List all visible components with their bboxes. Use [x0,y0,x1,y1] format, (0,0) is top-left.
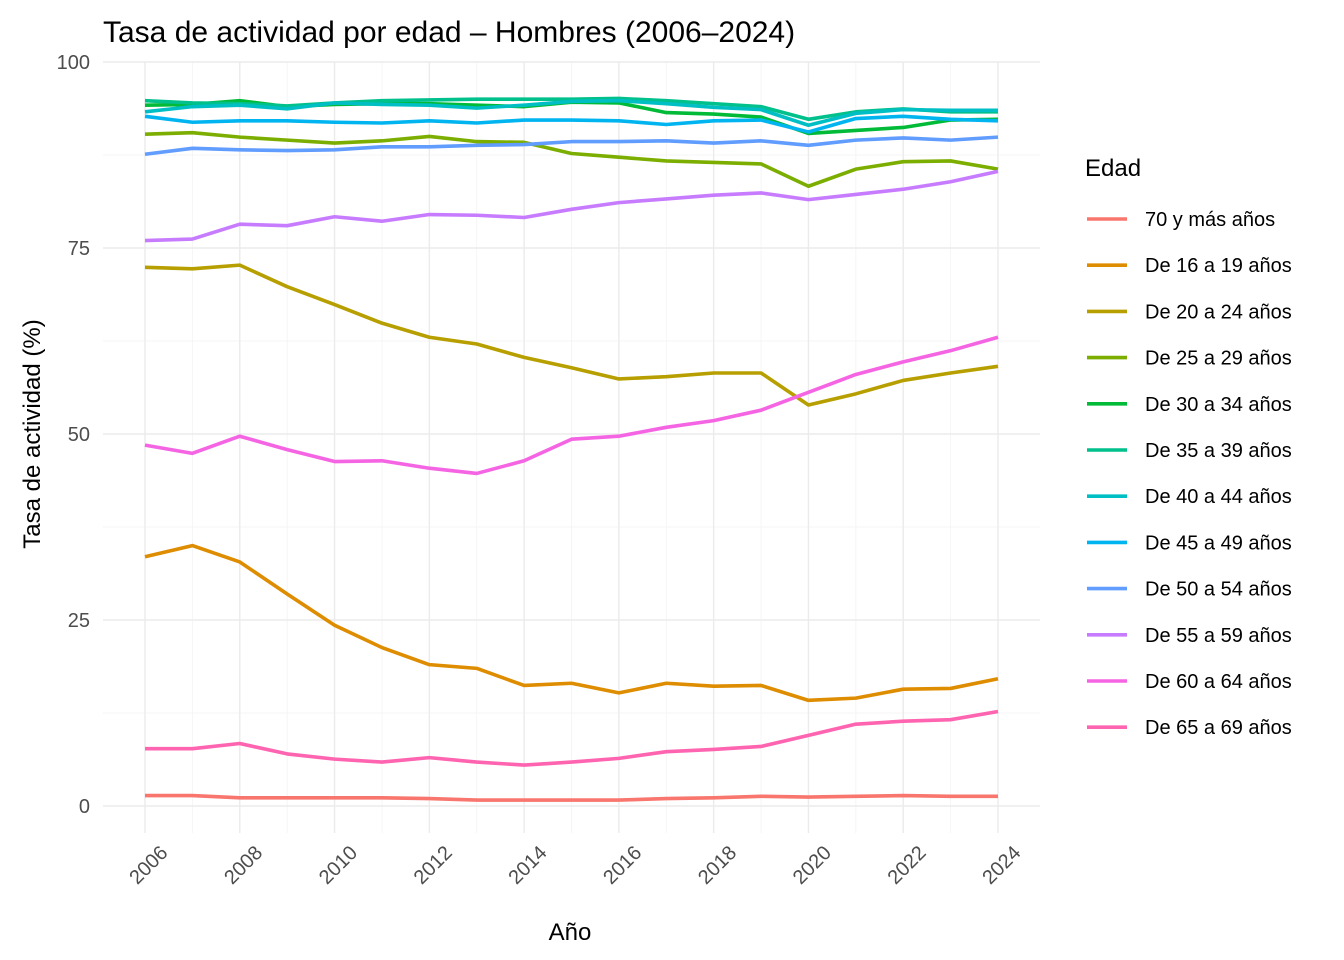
series-line-9 [144,135,999,157]
legend-title: Edad [1085,155,1141,182]
grid [103,61,1040,833]
x-tick-label: 2024 [978,842,1025,889]
x-tick-label: 2016 [599,842,646,889]
series-line-3 [144,263,999,407]
series-line-2 [144,543,999,703]
series-line-11 [144,335,999,476]
legend-label: De 30 a 34 años [1145,394,1292,416]
legend: Edad 70 y más años De 16 a 19 años De 20 a… [1085,155,1292,739]
x-tick-label: 2022 [884,842,931,889]
y-tick-label: 50 [68,424,90,446]
y-tick-label: 25 [68,610,90,632]
x-tick-label: 2008 [220,842,267,889]
x-tick-label: 2012 [410,842,457,889]
x-tick-label: 2020 [789,842,836,889]
y-tick-label: 75 [68,238,90,260]
legend-label: De 40 a 44 años [1145,486,1292,508]
legend-label: De 16 a 19 años [1145,255,1292,277]
legend-label: De 25 a 29 años [1145,348,1292,370]
legend-label: De 20 a 24 años [1145,301,1292,323]
legend-label: De 60 a 64 años [1145,671,1292,693]
x-axis: 2006 2008 2010 2012 2014 2016 2018 2020 2022 2024 [125,842,1025,889]
series-line-7 [144,98,998,128]
legend-label: De 50 a 54 años [1145,579,1292,601]
series-line-4 [144,130,999,189]
legend-label: De 65 a 69 años [1145,717,1292,739]
x-axis-title: Año [549,919,592,946]
series-line-1 [145,793,998,802]
legend-label: 70 y más años [1145,209,1275,231]
y-axis-title: Tasa de actividad (%) [19,319,46,548]
legend-label: De 45 a 49 años [1145,532,1292,554]
x-tick-label: 2010 [315,842,362,889]
chart-title: Tasa de actividad por edad – Hombres (20… [103,16,795,49]
y-tick-label: 0 [79,796,90,818]
y-tick-label: 100 [57,52,90,74]
x-tick-label: 2018 [694,842,741,889]
y-axis: 0 25 50 75 100 [57,52,90,818]
series-lines [144,96,999,802]
series-line-12 [145,709,999,767]
legend-label: De 35 a 39 años [1145,440,1292,462]
series-line-10 [144,169,999,243]
x-tick-label: 2014 [505,842,552,889]
x-tick-label: 2006 [125,842,172,889]
legend-label: De 55 a 59 años [1145,625,1292,647]
series-line-8 [144,114,999,134]
